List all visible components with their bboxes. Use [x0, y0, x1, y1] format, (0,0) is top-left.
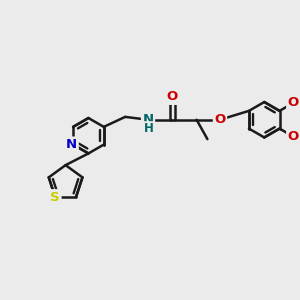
- Text: N: N: [66, 138, 77, 151]
- Text: O: O: [214, 113, 226, 126]
- Text: H: H: [144, 122, 154, 135]
- Text: O: O: [167, 90, 178, 104]
- Text: O: O: [288, 96, 299, 110]
- Text: S: S: [50, 191, 60, 204]
- Text: O: O: [288, 130, 299, 143]
- Text: N: N: [142, 113, 154, 126]
